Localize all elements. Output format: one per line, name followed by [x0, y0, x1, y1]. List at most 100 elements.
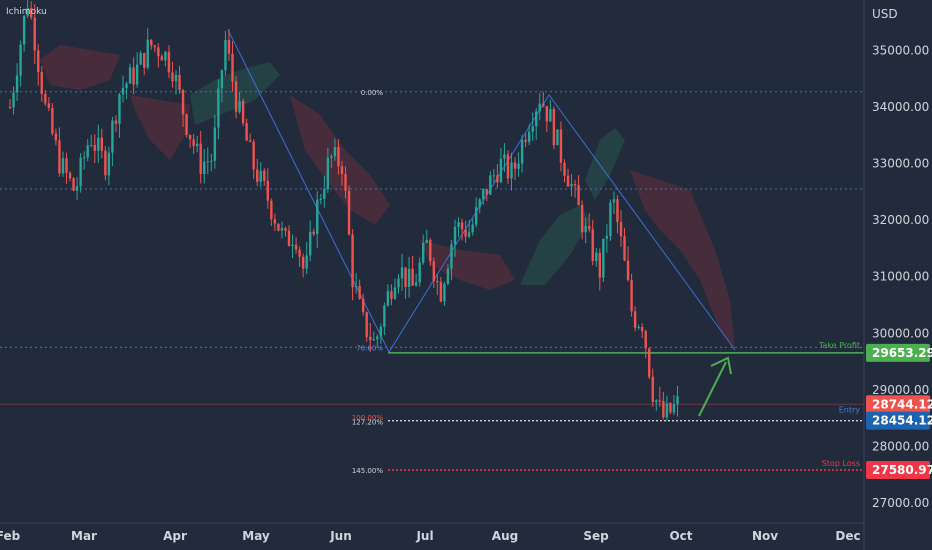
candle-body [12, 92, 15, 108]
candle-body [665, 403, 669, 418]
candle-body [8, 107, 12, 109]
candle-body [439, 281, 443, 302]
candle-body [256, 169, 259, 182]
y-tick-label: 30000.00 [872, 326, 929, 340]
candle-body [143, 53, 146, 68]
last-price-tag: 28744.12 [872, 397, 932, 411]
candle-body [93, 145, 96, 151]
y-tick-label: 33000.00 [872, 157, 929, 171]
candle-body [68, 172, 72, 179]
candle-body [54, 133, 58, 141]
candle-body [566, 175, 570, 187]
y-tick-label: 29000.00 [872, 383, 929, 397]
candle-body [135, 64, 139, 85]
candle-body [146, 39, 149, 68]
currency-label[interactable]: USD [872, 7, 898, 21]
candle-body [273, 219, 277, 224]
candle-body [552, 109, 556, 146]
indicator-label[interactable]: Ichimoku [6, 7, 47, 17]
candle-body [595, 252, 598, 262]
candle-body [220, 70, 224, 89]
x-tick-label: Sep [583, 529, 609, 543]
candle-body [619, 221, 623, 237]
candle-body [100, 137, 104, 151]
candle-body [284, 228, 287, 231]
candle-body [291, 244, 294, 247]
take-profit-tag-bg [866, 343, 930, 362]
candle-body [549, 109, 552, 122]
candle-body [563, 162, 566, 176]
last-price-tag-bg [866, 395, 930, 414]
candle-body [266, 180, 270, 201]
candle-body [651, 376, 654, 403]
candle-body [33, 17, 36, 51]
candle-body [164, 51, 167, 61]
price-tags: 29653.29 28744.12 28454.12 27580.97 [866, 343, 932, 480]
candle-body [171, 72, 174, 82]
x-tick-label: Aug [492, 529, 518, 543]
y-axis[interactable]: 35000.00 34000.00 33000.00 32000.00 31000.00… [872, 44, 929, 510]
cloud-patch [130, 95, 190, 160]
candle-body [316, 199, 319, 235]
candle-body [598, 252, 602, 278]
candle-body [510, 162, 513, 179]
stop-loss-tag-bg [866, 461, 930, 480]
candle-body [227, 40, 231, 54]
candle-body [580, 205, 584, 233]
stop-loss-tag: 27580.97 [872, 463, 932, 477]
candle-body [323, 188, 326, 199]
candle-body [75, 186, 79, 191]
candle-body [527, 131, 531, 142]
candle-body [58, 140, 61, 174]
candle-body [231, 53, 234, 82]
candle-body [51, 107, 54, 134]
candle-body [287, 230, 291, 247]
candle-body [277, 223, 280, 231]
candle-body [520, 139, 524, 164]
x-tick-label: Jun [329, 529, 352, 543]
projection-arrow [698, 356, 732, 417]
candle-body [107, 152, 111, 176]
y-tick-label: 35000.00 [872, 44, 929, 58]
candle-body [150, 39, 153, 46]
candle-body [29, 7, 33, 18]
candle-body [365, 312, 368, 337]
candle-body [361, 298, 365, 313]
candle-body [305, 255, 308, 269]
candle-body [333, 147, 337, 157]
candle-body [612, 199, 616, 203]
take-profit-tag: 29653.29 [872, 346, 932, 360]
stop-loss-label: Stop Loss [822, 459, 860, 468]
candle-body [337, 147, 340, 167]
y-tick-label: 31000.00 [872, 270, 929, 284]
candle-body [125, 83, 128, 88]
candle-body [372, 339, 375, 341]
cloud-patch [585, 128, 625, 200]
candle-body [559, 129, 563, 163]
candle-body [662, 400, 665, 418]
candle-body [379, 326, 383, 337]
candle-body [308, 231, 312, 256]
candle-body [139, 53, 142, 65]
candle-body [326, 157, 330, 189]
candle-body [210, 160, 213, 162]
candle-body [556, 129, 559, 146]
candle-body [263, 170, 266, 181]
y-tick-label: 34000.00 [872, 100, 929, 114]
cloud-patch [420, 240, 515, 290]
candle-body [432, 261, 436, 281]
candle-body [128, 67, 132, 84]
candle-body [312, 231, 315, 235]
candle-body [676, 396, 679, 405]
candle-body [213, 127, 217, 161]
fib-level-label: 145.00% [352, 467, 383, 475]
x-axis[interactable]: Feb Mar Apr May Jun Jul Aug Sep Oct Nov Dec [0, 529, 861, 543]
candle-body [153, 45, 157, 48]
fib-level-label: 127.20% [352, 418, 383, 426]
candle-body [506, 154, 510, 179]
candle-body [248, 140, 252, 142]
candle-body [15, 75, 19, 93]
